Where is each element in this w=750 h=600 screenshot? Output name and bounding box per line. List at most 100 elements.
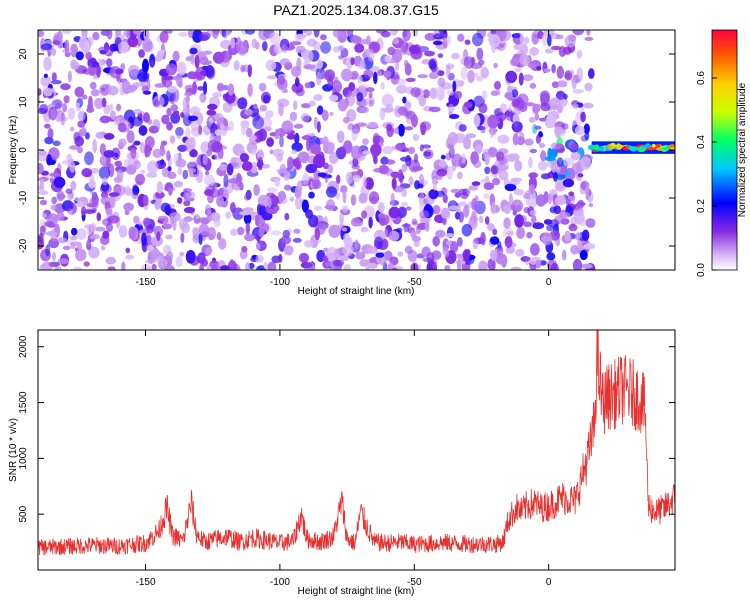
spectrogram-blob: [252, 135, 257, 141]
spectrogram-blob: [507, 104, 513, 112]
spectrogram-blob: [550, 262, 559, 270]
spectrogram-blob: [338, 44, 345, 51]
spectrogram-blob: [183, 188, 193, 193]
spectrogram-blob: [505, 108, 514, 121]
spectrogram-blob: [242, 207, 254, 213]
spectrogram-blob: [324, 261, 332, 267]
spectrogram-blob: [300, 113, 310, 122]
colorbar: 0.0 0.2 0.4 0.6 Normalized spectral amplitu…: [696, 29, 748, 277]
spectrogram-blob: [62, 245, 71, 251]
spectrogram-blob: [262, 41, 268, 52]
spectrogram-blob: [572, 30, 585, 36]
spectrogram-blob: [223, 173, 229, 188]
spectrogram-blob: [178, 31, 188, 37]
spectrogram-blob: [230, 37, 235, 49]
spectrogram-blob: [523, 36, 530, 45]
spectrogram-blob: [504, 236, 513, 248]
spectrogram-blob: [362, 150, 371, 155]
spectrogram-blob: [41, 213, 47, 219]
spectrogram-blob: [201, 258, 208, 267]
spectrogram-blob: [314, 227, 321, 241]
spectrogram-blob: [343, 264, 351, 270]
spectrogram-blob: [352, 174, 361, 183]
spectrogram-blob: [323, 141, 335, 155]
spectrogram-blob: [442, 194, 448, 204]
spectrogram-blob: [114, 152, 119, 158]
tone-blob: [630, 146, 637, 152]
spectrogram-blob: [508, 193, 514, 207]
tone-blob: [651, 143, 656, 148]
spectrogram-blob: [127, 36, 139, 48]
spectrogram-blob: [152, 99, 161, 108]
spectrogram-blob: [206, 265, 211, 270]
spectrogram-blob: [101, 177, 108, 186]
spectrogram-blob: [206, 149, 212, 157]
spectrogram-blob: [75, 51, 84, 61]
spectrogram-blob: [40, 43, 53, 51]
spectrogram-blob: [549, 206, 557, 213]
spectrogram-blob: [118, 41, 130, 54]
spectrogram-blob: [570, 244, 579, 255]
spectrogram-blob: [180, 232, 185, 243]
spectrogram-blob: [516, 227, 526, 239]
spectrogram-blob: [156, 231, 161, 242]
spectrogram-blob: [348, 82, 356, 92]
spectrogram-blob: [332, 259, 345, 267]
spectrogram-blob: [514, 68, 522, 72]
spectrogram-blob: [484, 216, 490, 225]
spectrogram-blob: [294, 186, 302, 199]
spectrogram-blob: [373, 71, 378, 85]
spectrogram-blob: [77, 120, 85, 128]
spectrogram-blob: [502, 227, 514, 238]
spectrogram-blob: [123, 202, 134, 212]
spectrogram-blob: [563, 157, 575, 167]
spectrogram-blob: [316, 121, 321, 133]
spectrogram-blob: [266, 75, 277, 80]
spectrogram-blob: [440, 154, 446, 160]
spectrogram-blob: [100, 131, 106, 136]
spectrogram-blob: [556, 182, 564, 191]
spectrogram-blob: [279, 58, 290, 66]
spectrogram-blob: [294, 34, 305, 42]
spectrogram-blob: [529, 83, 537, 89]
spectrogram-blob: [532, 103, 541, 114]
spectrogram-blob: [540, 102, 551, 112]
spectrogram-blob: [420, 122, 427, 136]
spectrogram-blob: [571, 78, 577, 90]
spectrogram-blob: [352, 157, 359, 167]
spectrogram-blob: [57, 237, 68, 244]
spectrogram-blob: [177, 197, 183, 204]
spectrogram-blob: [190, 54, 195, 66]
spectrogram-blob: [401, 46, 407, 55]
spectrogram-blob: [258, 30, 270, 41]
spectrogram-blob: [189, 47, 198, 55]
spectrogram-blob: [261, 91, 271, 104]
spectrogram-blob: [585, 184, 590, 198]
spectrogram-blob: [540, 173, 551, 180]
spectrogram-blob: [545, 114, 556, 129]
spectrogram-blob: [528, 184, 535, 195]
spectrogram-blob: [265, 110, 274, 118]
spectrogram-blob: [195, 214, 200, 219]
spectrogram-blob: [572, 258, 583, 270]
spectrogram-blob: [304, 82, 312, 89]
spectrogram-blob: [424, 32, 436, 41]
spectrogram-blob: [236, 226, 245, 236]
spectrogram-blob: [382, 146, 393, 155]
spectrogram-blob: [540, 235, 552, 242]
spectrogram-blob: [432, 236, 441, 247]
spectrogram-blob: [86, 239, 92, 251]
spectrogram-blob: [92, 31, 100, 41]
spectrogram-blob: [487, 258, 496, 270]
spectrogram-blob: [478, 260, 488, 270]
spectrogram-blob: [573, 211, 585, 225]
spectrogram-blob: [44, 123, 51, 129]
spectrogram-blob: [458, 124, 467, 132]
spectrogram-blob: [207, 103, 218, 110]
spectrogram-blob: [239, 250, 248, 260]
spectrogram-blob: [291, 66, 302, 77]
spectrogram-blob: [90, 223, 97, 233]
spectrogram-blob: [58, 43, 64, 49]
spectrogram-blob: [551, 63, 556, 74]
spectrogram-blob: [45, 244, 51, 257]
